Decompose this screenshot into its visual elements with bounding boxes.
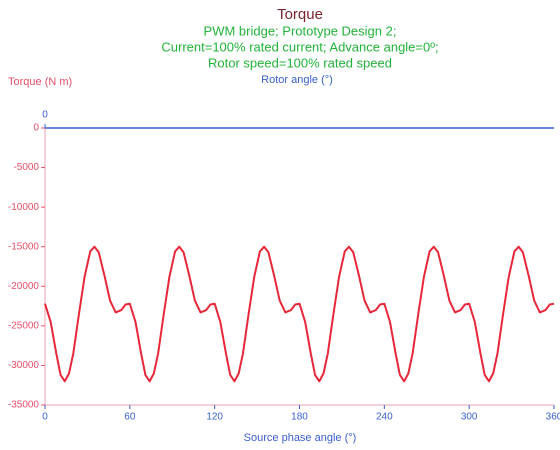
x2-tick-label: 0 bbox=[42, 110, 48, 121]
x-tick-label: 120 bbox=[206, 412, 223, 423]
y-axis-label: Torque (N m) bbox=[8, 76, 72, 88]
x-tick-label: 240 bbox=[376, 412, 393, 423]
y-tick-label: -20000 bbox=[8, 281, 40, 292]
y-tick-label: -5000 bbox=[13, 162, 39, 173]
x-tick-label: 360 bbox=[546, 412, 560, 423]
data-line bbox=[44, 245, 555, 383]
y-tick-label: -30000 bbox=[8, 360, 40, 371]
x2-axis-label: Rotor angle (°) bbox=[261, 74, 333, 86]
chart-subtitle: PWM bridge; Prototype Design 2; bbox=[204, 23, 397, 38]
x-tick-label: 300 bbox=[461, 412, 478, 423]
x-tick-label: 0 bbox=[42, 412, 48, 423]
chart-subtitle: Current=100% rated current; Advance angl… bbox=[161, 39, 438, 54]
y-tick-label: -15000 bbox=[8, 241, 40, 252]
x-tick-label: 60 bbox=[124, 412, 136, 423]
chart-subtitle: Rotor speed=100% rated speed bbox=[208, 55, 392, 70]
x-axis-label: Source phase angle (°) bbox=[244, 432, 357, 444]
y-tick-label: -35000 bbox=[8, 400, 40, 411]
y-tick-label: -10000 bbox=[8, 202, 40, 213]
y-tick-label: -25000 bbox=[8, 320, 40, 331]
x-tick-label: 180 bbox=[291, 412, 308, 423]
chart-title: Torque bbox=[277, 6, 323, 23]
y-tick-label: 0 bbox=[33, 123, 39, 134]
